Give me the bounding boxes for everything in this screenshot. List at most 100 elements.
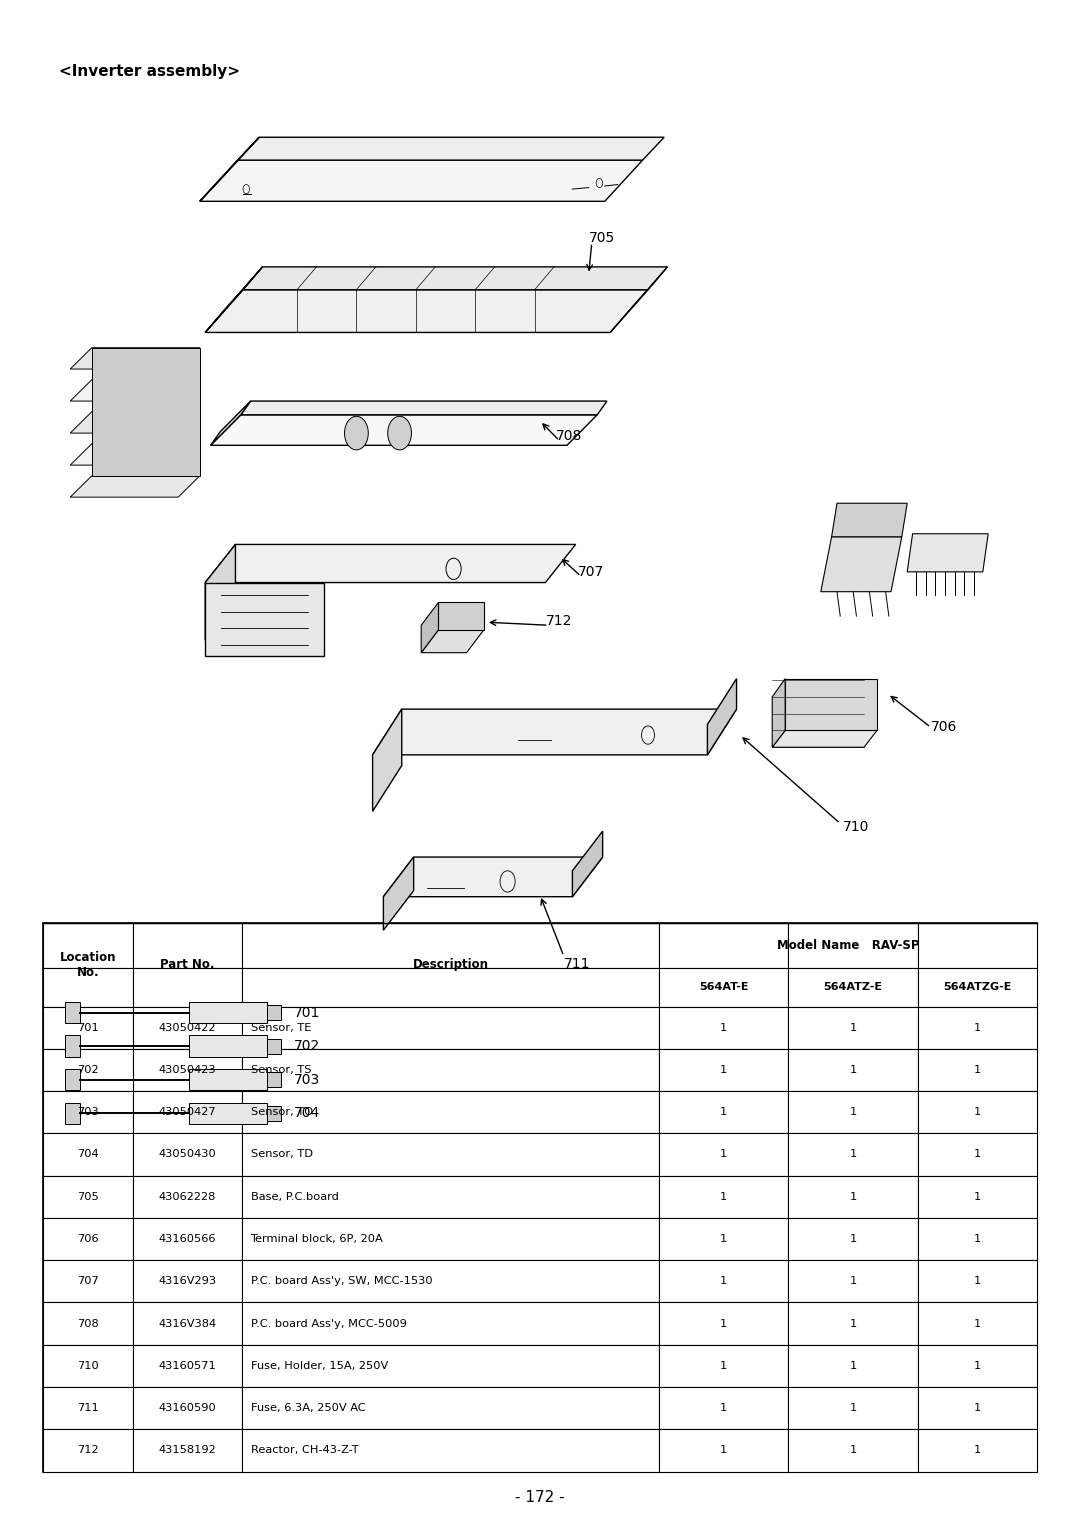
Bar — [659, 1260, 788, 1302]
Polygon shape — [205, 583, 324, 656]
Text: 702: 702 — [294, 1039, 320, 1054]
Text: 43062228: 43062228 — [159, 1191, 216, 1202]
Bar — [133, 923, 242, 968]
Bar — [788, 1302, 918, 1345]
Text: 1: 1 — [849, 1023, 856, 1032]
Polygon shape — [610, 267, 667, 332]
Bar — [242, 968, 659, 1006]
Polygon shape — [572, 831, 603, 897]
Text: 708: 708 — [556, 429, 582, 444]
Bar — [43, 1176, 133, 1218]
Bar — [659, 923, 788, 968]
Text: 703: 703 — [77, 1107, 98, 1118]
Text: 704: 704 — [77, 1150, 98, 1159]
Text: 43160566: 43160566 — [159, 1234, 216, 1244]
Bar — [918, 1176, 1037, 1218]
Text: 708: 708 — [77, 1319, 98, 1328]
Bar — [267, 1039, 281, 1054]
Bar — [43, 1302, 133, 1345]
Bar — [65, 1069, 80, 1090]
Text: 1: 1 — [849, 1064, 856, 1075]
Bar — [242, 1090, 659, 1133]
Bar — [267, 1005, 281, 1020]
Text: 4316V384: 4316V384 — [158, 1319, 216, 1328]
Polygon shape — [70, 348, 200, 369]
Polygon shape — [211, 415, 597, 445]
Text: 1: 1 — [849, 1276, 856, 1287]
Bar — [65, 1035, 80, 1057]
Text: 1: 1 — [849, 1403, 856, 1414]
Text: 43160590: 43160590 — [159, 1403, 216, 1414]
Text: 1: 1 — [973, 1234, 981, 1244]
Polygon shape — [211, 401, 251, 445]
Text: 706: 706 — [77, 1234, 98, 1244]
Text: 1: 1 — [973, 1319, 981, 1328]
Polygon shape — [421, 630, 484, 653]
Polygon shape — [205, 290, 648, 332]
Text: 43050430: 43050430 — [159, 1150, 216, 1159]
Bar — [788, 968, 918, 1006]
Text: Sensor, TS: Sensor, TS — [251, 1064, 311, 1075]
Bar — [788, 1133, 918, 1176]
Bar — [133, 1133, 242, 1176]
Bar — [133, 1429, 242, 1472]
Text: 1: 1 — [720, 1191, 728, 1202]
Bar — [189, 1002, 267, 1023]
Polygon shape — [205, 267, 262, 332]
Bar — [659, 1429, 788, 1472]
Text: 1: 1 — [720, 1234, 728, 1244]
Text: 712: 712 — [545, 613, 571, 628]
Text: 1: 1 — [973, 1276, 981, 1287]
Bar — [43, 968, 133, 1006]
Text: - 172 -: - 172 - — [515, 1490, 565, 1505]
Polygon shape — [241, 401, 607, 415]
Bar — [788, 923, 918, 968]
Bar — [788, 1006, 918, 1049]
Bar — [133, 1218, 242, 1260]
Polygon shape — [772, 679, 785, 747]
Text: 1: 1 — [849, 1234, 856, 1244]
Bar — [189, 1103, 267, 1124]
Text: 4316V293: 4316V293 — [158, 1276, 216, 1287]
Bar — [242, 1302, 659, 1345]
Text: 704: 704 — [294, 1106, 320, 1121]
Text: 707: 707 — [77, 1276, 98, 1287]
Polygon shape — [821, 537, 902, 592]
Text: 43050422: 43050422 — [159, 1023, 216, 1032]
Text: 705: 705 — [589, 230, 615, 246]
Bar — [43, 923, 1037, 1472]
Bar — [43, 1218, 133, 1260]
Bar — [242, 1218, 659, 1260]
Text: 1: 1 — [973, 1446, 981, 1455]
Bar — [267, 1106, 281, 1121]
Text: 1: 1 — [849, 1360, 856, 1371]
Text: Description: Description — [413, 958, 488, 971]
Polygon shape — [92, 348, 200, 476]
Bar — [133, 1176, 242, 1218]
Text: 1: 1 — [973, 1360, 981, 1371]
Circle shape — [345, 416, 368, 450]
Bar — [659, 1302, 788, 1345]
Text: 705: 705 — [77, 1191, 98, 1202]
Text: 564ATZ-E: 564ATZ-E — [823, 982, 882, 993]
Bar — [788, 1345, 918, 1388]
Bar — [788, 1388, 918, 1429]
Text: 1: 1 — [973, 1403, 981, 1414]
Bar — [242, 1429, 659, 1472]
Bar — [65, 1002, 80, 1023]
Text: 1: 1 — [720, 1403, 728, 1414]
Bar — [133, 1345, 242, 1388]
Text: 1: 1 — [720, 1150, 728, 1159]
Polygon shape — [438, 602, 484, 630]
Bar — [267, 1072, 281, 1087]
Bar — [918, 1090, 1037, 1133]
Text: 564AT-E: 564AT-E — [699, 982, 748, 993]
Bar — [242, 1176, 659, 1218]
Text: 711: 711 — [564, 956, 591, 971]
Bar — [659, 968, 788, 1006]
Bar — [133, 1260, 242, 1302]
Bar — [43, 1133, 133, 1176]
Polygon shape — [70, 476, 200, 497]
Bar — [189, 1069, 267, 1090]
Polygon shape — [200, 160, 643, 201]
